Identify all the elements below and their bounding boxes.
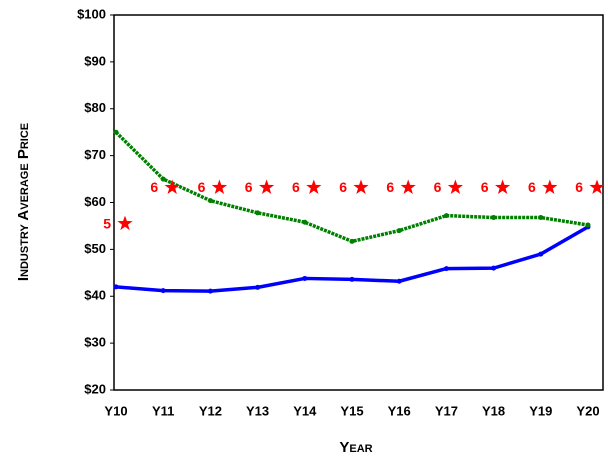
y-axis-title: Industry Average Price xyxy=(15,123,32,281)
y-tick-label: $70 xyxy=(84,147,106,162)
x-tick-label: Y20 xyxy=(576,403,599,418)
point-label: 6 xyxy=(245,179,253,195)
point xyxy=(207,288,213,294)
y-tick-label: $100 xyxy=(77,6,106,21)
point xyxy=(443,266,449,272)
x-tick-label: Y12 xyxy=(199,403,222,418)
point-label: 6 xyxy=(434,179,442,195)
point xyxy=(255,284,261,290)
y-tick-label: $50 xyxy=(84,241,106,256)
star-marker xyxy=(542,179,558,194)
point xyxy=(113,284,119,290)
point xyxy=(207,198,213,204)
point xyxy=(538,251,544,257)
point-label: 6 xyxy=(198,179,206,195)
star-marker xyxy=(353,179,369,194)
plot-area xyxy=(113,14,604,391)
line xyxy=(114,130,589,244)
star-marker xyxy=(164,179,180,194)
star-marker xyxy=(259,179,275,194)
star-marker xyxy=(211,179,227,194)
point xyxy=(160,288,166,294)
point xyxy=(538,215,544,220)
point xyxy=(396,228,402,234)
x-tick-label: Y17 xyxy=(435,403,458,418)
point-label: 6 xyxy=(386,179,394,195)
point-label: 6 xyxy=(292,179,300,195)
point xyxy=(349,276,355,282)
star-marker xyxy=(589,179,605,194)
x-tick-label: Y11 xyxy=(152,403,174,418)
point-label: 6 xyxy=(481,179,489,195)
point xyxy=(302,275,308,281)
point xyxy=(491,265,497,271)
x-tick-label: Y16 xyxy=(388,403,411,418)
point xyxy=(113,129,119,135)
y-tick-label: $90 xyxy=(84,53,106,68)
point-label: 6 xyxy=(528,179,536,195)
x-tick-label: Y19 xyxy=(529,403,552,418)
star-marker xyxy=(306,179,322,194)
star-marker xyxy=(447,179,463,194)
y-tick-label: $20 xyxy=(84,381,106,396)
point-label: 6 xyxy=(150,179,158,195)
x-tick-label: Y13 xyxy=(246,403,269,418)
x-tick-label: Y14 xyxy=(293,403,317,418)
point-label: 6 xyxy=(339,179,347,195)
point xyxy=(396,278,402,284)
x-tick-label: Y10 xyxy=(104,403,127,418)
y-tick-label: $40 xyxy=(84,288,106,303)
x-tick-label: Y15 xyxy=(340,403,363,418)
point xyxy=(255,210,261,216)
point-label: 6 xyxy=(575,179,583,195)
point xyxy=(349,238,355,244)
point xyxy=(443,213,449,219)
point xyxy=(491,215,497,220)
star-marker xyxy=(400,179,416,194)
point xyxy=(585,222,591,228)
point xyxy=(160,176,166,182)
y-tick-label: $60 xyxy=(84,194,106,209)
y-tick-label: $30 xyxy=(84,335,106,350)
star-marker xyxy=(117,215,133,231)
star-marker xyxy=(495,179,511,194)
point-label: 5 xyxy=(103,215,111,231)
x-tick-label: Y18 xyxy=(482,403,505,418)
point xyxy=(302,219,308,225)
y-tick-label: $80 xyxy=(84,100,106,115)
x-axis-title: Year xyxy=(339,439,372,456)
